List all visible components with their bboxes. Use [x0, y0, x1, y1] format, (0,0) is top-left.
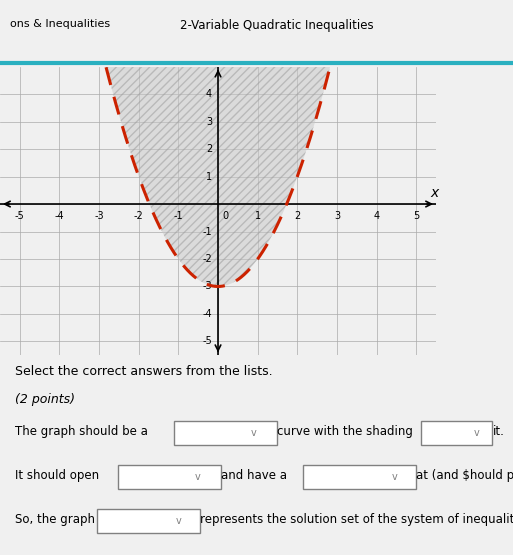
Text: 5: 5 [413, 211, 419, 221]
Text: It should open: It should open [15, 469, 100, 482]
Text: 3: 3 [206, 117, 212, 127]
Text: 4: 4 [373, 211, 380, 221]
Text: at (and $hould pass through the points (and (L): at (and $hould pass through the points (… [416, 469, 513, 482]
Text: -3: -3 [203, 281, 212, 291]
Text: -2: -2 [134, 211, 144, 221]
Text: 2-Variable Quadratic Inequalities: 2-Variable Quadratic Inequalities [180, 19, 373, 32]
Text: v: v [251, 428, 256, 438]
Text: -5: -5 [15, 211, 25, 221]
Text: 2: 2 [206, 144, 212, 154]
Text: 0: 0 [223, 211, 229, 221]
Text: v: v [474, 428, 480, 438]
Text: 2: 2 [294, 211, 301, 221]
Text: -4: -4 [203, 309, 212, 319]
Text: 1: 1 [254, 211, 261, 221]
Text: -4: -4 [55, 211, 64, 221]
FancyBboxPatch shape [118, 465, 221, 489]
FancyBboxPatch shape [174, 421, 277, 445]
Text: -1: -1 [173, 211, 183, 221]
Text: Select the correct answers from the lists.: Select the correct answers from the list… [15, 365, 273, 378]
Text: So, the graph: So, the graph [15, 513, 95, 526]
FancyBboxPatch shape [421, 421, 492, 445]
Text: v: v [392, 472, 398, 482]
Text: 4: 4 [206, 89, 212, 99]
Text: and have a: and have a [221, 469, 287, 482]
Text: The graph should be a: The graph should be a [15, 425, 148, 438]
Text: 1: 1 [206, 171, 212, 181]
FancyBboxPatch shape [303, 465, 416, 489]
Text: -1: -1 [203, 226, 212, 236]
Text: v: v [194, 472, 200, 482]
Text: curve with the shading: curve with the shading [277, 425, 413, 438]
Text: -2: -2 [202, 254, 212, 264]
Text: ons & Inequalities: ons & Inequalities [10, 19, 110, 29]
Text: (2 points): (2 points) [15, 393, 75, 406]
Text: 3: 3 [334, 211, 340, 221]
Text: -3: -3 [94, 211, 104, 221]
Text: x: x [430, 186, 438, 200]
Text: -5: -5 [202, 336, 212, 346]
FancyBboxPatch shape [97, 509, 200, 533]
Text: v: v [175, 516, 181, 526]
Text: represents the solution set of the system of inequalities.: represents the solution set of the syste… [200, 513, 513, 526]
Text: it.: it. [492, 425, 504, 438]
